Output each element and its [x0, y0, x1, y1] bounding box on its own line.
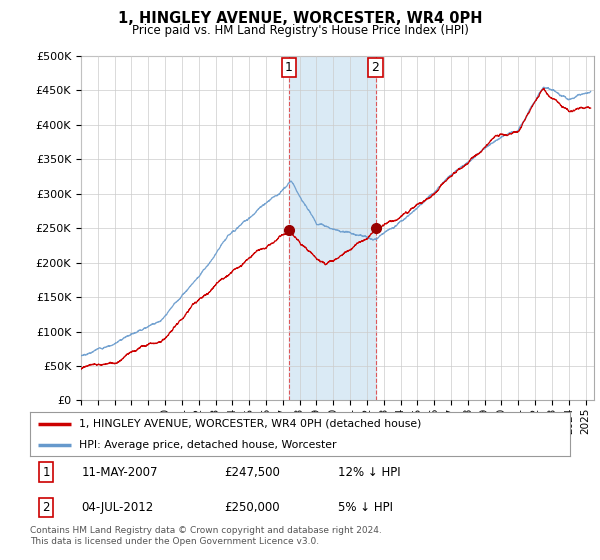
Text: £247,500: £247,500	[224, 465, 280, 479]
Text: 04-JUL-2012: 04-JUL-2012	[82, 501, 154, 514]
Text: 11-MAY-2007: 11-MAY-2007	[82, 465, 158, 479]
Bar	[289, 56, 376, 400]
Text: 1, HINGLEY AVENUE, WORCESTER, WR4 0PH (detached house): 1, HINGLEY AVENUE, WORCESTER, WR4 0PH (d…	[79, 419, 421, 429]
Text: 1, HINGLEY AVENUE, WORCESTER, WR4 0PH: 1, HINGLEY AVENUE, WORCESTER, WR4 0PH	[118, 11, 482, 26]
Text: HPI: Average price, detached house, Worcester: HPI: Average price, detached house, Worc…	[79, 440, 336, 450]
Text: 1: 1	[285, 61, 293, 74]
Text: 1: 1	[43, 465, 50, 479]
Text: 12% ↓ HPI: 12% ↓ HPI	[338, 465, 400, 479]
Text: Price paid vs. HM Land Registry's House Price Index (HPI): Price paid vs. HM Land Registry's House …	[131, 24, 469, 36]
Text: £250,000: £250,000	[224, 501, 280, 514]
Text: 2: 2	[43, 501, 50, 514]
Text: 5% ↓ HPI: 5% ↓ HPI	[338, 501, 393, 514]
Text: 2: 2	[371, 61, 379, 74]
Text: Contains HM Land Registry data © Crown copyright and database right 2024.
This d: Contains HM Land Registry data © Crown c…	[30, 526, 382, 546]
